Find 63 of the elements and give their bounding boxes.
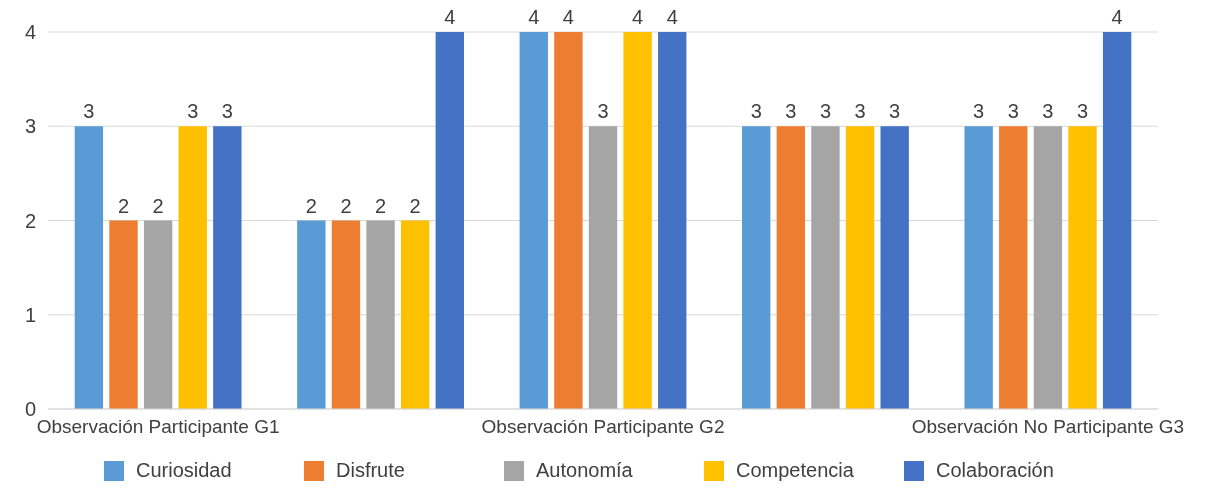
data-label: 3 (1076, 100, 1089, 123)
bar (74, 126, 104, 409)
bar (776, 126, 806, 409)
data-label: 3 (889, 100, 901, 123)
bar (109, 220, 138, 409)
data-label: 4 (666, 6, 678, 28)
bar (1068, 126, 1097, 409)
bar (623, 32, 652, 409)
data-label: 3 (819, 100, 832, 123)
data-label: 3 (750, 100, 762, 123)
bar (519, 32, 548, 409)
bar (366, 220, 395, 409)
data-label: 4 (444, 6, 456, 28)
data-label: 4 (632, 6, 644, 28)
legend-label: Competencia (736, 459, 855, 481)
legend-label: Autonomía (536, 459, 634, 481)
bar (554, 32, 583, 409)
data-label: 3 (854, 100, 866, 123)
bar (213, 126, 242, 409)
bar (964, 126, 993, 409)
data-label: 2 (374, 194, 387, 217)
bar (742, 126, 771, 409)
bar (880, 126, 909, 409)
y-tick-label: 3 (24, 115, 36, 138)
y-tick-label: 2 (24, 209, 36, 232)
data-label: 2 (409, 194, 421, 217)
bar (331, 220, 361, 409)
legend-label: Colaboración (936, 459, 1054, 481)
legend-label: Disfrute (336, 459, 405, 481)
data-label: 3 (1042, 100, 1054, 123)
data-label: 3 (221, 100, 233, 123)
bar (1102, 32, 1132, 409)
data-label: 3 (973, 100, 985, 123)
data-label: 3 (785, 100, 797, 123)
bar (845, 126, 875, 409)
x-tick-label: Observación Participante G2 (481, 416, 725, 437)
bar (658, 32, 687, 409)
data-label: 3 (187, 100, 199, 123)
data-label: 2 (340, 194, 352, 217)
bar (588, 126, 618, 409)
data-label: 3 (1007, 100, 1019, 123)
bar (1033, 126, 1063, 409)
y-tick-label: 1 (24, 303, 36, 326)
data-label: 3 (597, 100, 609, 123)
y-tick-label: 0 (24, 398, 36, 420)
data-label: 4 (1111, 6, 1123, 28)
bar (178, 126, 207, 409)
data-label: 4 (528, 6, 540, 28)
bar (143, 220, 173, 409)
data-label: 4 (562, 6, 574, 28)
x-tick-label: Observación No Participante G3 (911, 416, 1185, 437)
bar (999, 126, 1028, 409)
bar (400, 220, 430, 409)
bar (297, 220, 326, 409)
x-tick-label: Observación Participante G1 (36, 416, 280, 437)
data-label: 2 (152, 194, 164, 217)
bar (435, 32, 464, 409)
bar (811, 126, 840, 409)
data-label: 3 (83, 100, 95, 123)
legend-label: Curiosidad (136, 459, 232, 481)
data-label: 2 (305, 194, 317, 217)
data-label: 2 (117, 194, 130, 217)
y-tick-label: 4 (24, 21, 36, 43)
